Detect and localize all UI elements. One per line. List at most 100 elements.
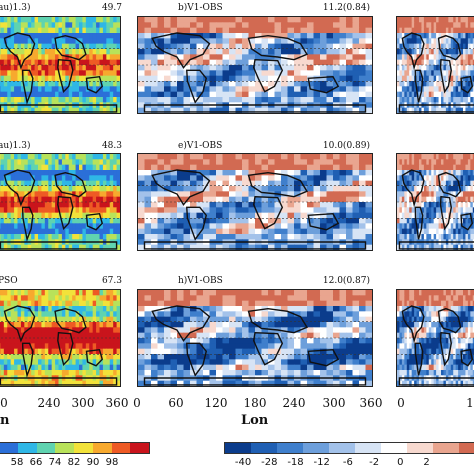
- map-cell: [445, 65, 449, 71]
- map-cell: [99, 186, 104, 192]
- map-cell: [10, 322, 15, 328]
- map-cell: [365, 43, 372, 50]
- map-cell: [72, 354, 77, 360]
- map-cell: [170, 59, 178, 66]
- map-cell: [261, 81, 269, 87]
- map-cell: [307, 49, 315, 55]
- map-cell: [109, 364, 114, 371]
- map-cell: [274, 207, 282, 214]
- map-cell: [465, 170, 469, 176]
- map-cell: [365, 17, 372, 23]
- map-cell: [423, 54, 427, 61]
- map-cell: [31, 338, 36, 344]
- map-cell: [281, 212, 289, 219]
- map-cell: [352, 27, 360, 34]
- map-cell: [41, 86, 46, 93]
- map-cell: [300, 49, 308, 55]
- map-cell: [397, 97, 401, 103]
- map-cell: [203, 196, 211, 203]
- map-cell: [24, 228, 29, 235]
- map-cell: [235, 218, 243, 224]
- map-cell: [450, 91, 454, 98]
- map-cell: [423, 196, 427, 203]
- map-cell: [190, 223, 198, 230]
- map-cell: [196, 75, 204, 82]
- map-cell: [458, 33, 462, 39]
- map-cloud-amount: [0, 16, 121, 114]
- map-cell: [333, 49, 341, 55]
- map-cell: [55, 17, 60, 23]
- map-cell: [109, 223, 114, 230]
- map-cell: [109, 311, 114, 318]
- map-cell: [287, 27, 295, 34]
- map-cell: [34, 38, 39, 45]
- map-cell: [326, 27, 334, 34]
- map-cell: [203, 33, 211, 39]
- map-cell: [419, 27, 423, 34]
- map-cell: [352, 316, 360, 323]
- map-cell: [38, 228, 43, 235]
- map-cell: [359, 322, 367, 328]
- map-cell: [0, 348, 5, 355]
- map-cell: [85, 354, 90, 360]
- map-cell: [426, 228, 430, 235]
- map-cell: [92, 343, 97, 350]
- map-cell: [41, 54, 46, 61]
- map-cell: [203, 54, 211, 61]
- map-cell: [7, 212, 12, 219]
- map-cell: [235, 202, 243, 208]
- map-cell: [433, 33, 437, 39]
- map-cell: [164, 91, 172, 98]
- map-cell: [61, 228, 66, 235]
- map-cell: [177, 300, 185, 307]
- map-cell: [151, 343, 159, 350]
- map-cell: [359, 27, 367, 34]
- map-cell: [109, 202, 114, 208]
- map-cell: [14, 86, 19, 93]
- map-cell: [106, 170, 111, 176]
- map-cell: [177, 81, 185, 87]
- map-cell: [3, 300, 8, 307]
- map-cell: [287, 332, 295, 339]
- map-cell: [144, 91, 152, 98]
- map-cell: [24, 70, 29, 77]
- map-cell: [428, 228, 432, 235]
- map-cell: [281, 33, 289, 39]
- map-cell: [222, 86, 230, 93]
- map-cell: [274, 33, 282, 39]
- map-cell: [79, 348, 84, 355]
- map-cell: [151, 300, 159, 307]
- map-cell: [51, 180, 56, 187]
- map-cell: [27, 17, 32, 23]
- map-cell: [177, 164, 185, 171]
- map-cell: [20, 180, 25, 187]
- map-cell: [183, 164, 191, 171]
- map-cell: [455, 107, 459, 113]
- map-cell: [75, 359, 80, 366]
- map-cell: [399, 54, 403, 61]
- map-cell: [82, 180, 87, 187]
- map-cell: [423, 159, 427, 166]
- map-cell: [294, 327, 302, 334]
- map-cell: [365, 97, 372, 103]
- map-cell: [242, 180, 250, 187]
- map-cell: [307, 81, 315, 87]
- map-cell: [20, 22, 25, 29]
- map-cell: [463, 22, 467, 29]
- map-cell: [359, 70, 367, 77]
- map-cell: [287, 218, 295, 224]
- map-cell: [460, 170, 464, 176]
- map-cell: [27, 295, 32, 302]
- map-cell: [65, 164, 70, 171]
- map-cell: [10, 295, 15, 302]
- map-cell: [426, 91, 430, 98]
- map-cell: [65, 49, 70, 55]
- map-cell: [20, 327, 25, 334]
- map-cell: [27, 332, 32, 339]
- map-cell: [436, 180, 440, 187]
- map-cell: [14, 290, 19, 296]
- map-cell: [300, 159, 308, 166]
- map-cell: [51, 170, 56, 176]
- map-cell: [313, 234, 321, 240]
- map-cell: [106, 290, 111, 296]
